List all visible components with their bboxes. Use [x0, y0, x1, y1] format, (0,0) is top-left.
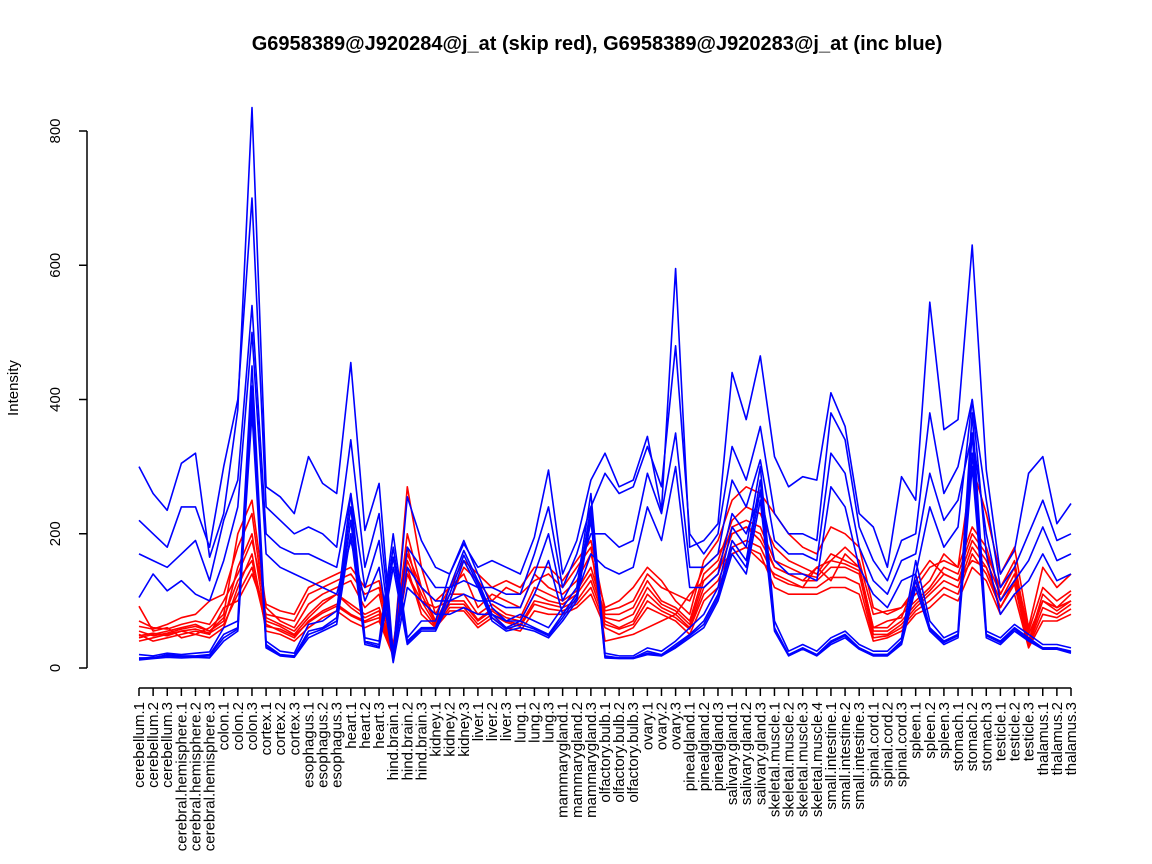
- x-tick-label: small.intestine.1: [823, 702, 840, 810]
- x-tick-label: cerebral.hemisphere.1: [173, 702, 190, 851]
- x-tick-label: cerebellum.1: [131, 702, 148, 788]
- x-tick-label: kidney.1: [428, 702, 445, 757]
- series-line-6: [138, 519, 1072, 655]
- x-tick-label: thalamus.2: [1049, 702, 1066, 775]
- x-tick-label: pinealgland.3: [710, 702, 727, 791]
- x-tick-label: ovary.1: [639, 702, 656, 750]
- x-tick-label: mammarygland.1: [555, 702, 572, 818]
- x-tick-label: spinal.cord.2: [879, 702, 896, 787]
- x-tick-label: liver.1: [470, 702, 487, 741]
- x-tick-label: lung.2: [526, 702, 543, 743]
- x-tick-label: stomach.3: [978, 702, 995, 771]
- x-tick-label: spinal.cord.1: [865, 702, 882, 787]
- x-tick-label: hind.brain.2: [399, 702, 416, 780]
- x-tick-label: stomach.1: [950, 702, 967, 771]
- x-tick-label: heart.2: [357, 702, 374, 749]
- y-axis-label: Intensity: [5, 360, 22, 416]
- x-tick-label: stomach.2: [964, 702, 981, 771]
- x-tick-label: pinealgland.2: [696, 702, 713, 791]
- y-tick-label: 0: [47, 664, 64, 672]
- series-line-8: [138, 539, 1072, 656]
- x-tick-label: mammarygland.2: [569, 702, 586, 818]
- x-tick-label: hind.brain.3: [413, 702, 430, 780]
- x-tick-label: thalamus.1: [1035, 702, 1052, 775]
- x-tick-label: olfactory.bulb.1: [597, 702, 614, 803]
- x-tick-label: heart.3: [371, 702, 388, 749]
- x-tick-label: spleen.2: [922, 702, 939, 759]
- x-tick-label: pinealgland.1: [682, 702, 699, 791]
- x-tick-label: cortex.2: [272, 702, 289, 755]
- x-tick-label: testicle.3: [1021, 702, 1038, 761]
- x-tick-label: heart.1: [343, 702, 360, 749]
- series-line-16: [138, 398, 1072, 660]
- x-tick-label: skeletal.muscle.4: [809, 702, 826, 817]
- x-tick-label: cerebellum.2: [145, 702, 162, 788]
- series-line-11: [138, 304, 1072, 663]
- series-lines: [138, 106, 1072, 664]
- x-tick-label: cerebral.hemisphere.2: [187, 702, 204, 851]
- x-tick-label: esophagus.3: [329, 702, 346, 788]
- y-tick-label: 200: [47, 521, 64, 546]
- x-tick-label: colon.2: [230, 702, 247, 750]
- x-tick-label: olfactory.bulb.3: [625, 702, 642, 803]
- x-tick-label: cortex.3: [286, 702, 303, 755]
- x-tick-label: colon.1: [216, 702, 233, 750]
- x-tick-label: liver.2: [484, 702, 501, 741]
- series-line-9: [138, 106, 1072, 656]
- x-tick-label: spleen.1: [908, 702, 925, 759]
- chart-title: G6958389@J920284@j_at (skip red), G69583…: [252, 33, 943, 55]
- y-tick-label: 400: [47, 387, 64, 412]
- y-tick-label: 800: [47, 118, 64, 143]
- x-tick-label: skeletal.muscle.3: [795, 702, 812, 817]
- x-tick-label: esophagus.1: [300, 702, 317, 788]
- x-tick-label: hind.brain.1: [385, 702, 402, 780]
- x-tick-label: testicle.1: [992, 702, 1009, 761]
- y-tick-label: 600: [47, 253, 64, 278]
- x-tick-label: cerebellum.3: [159, 702, 176, 788]
- x-tick-label: lung.1: [512, 702, 529, 743]
- x-tick-label: lung.3: [541, 702, 558, 743]
- x-tick-label: liver.3: [498, 702, 515, 741]
- x-tick-label: small.intestine.2: [837, 702, 854, 810]
- series-line-2: [138, 506, 1072, 653]
- x-tick-label: cortex.1: [258, 702, 275, 755]
- x-tick-label: thalamus.3: [1063, 702, 1080, 775]
- x-tick-label: salivary.gland.3: [752, 702, 769, 805]
- x-axis: cerebellum.1cerebellum.2cerebellum.3cere…: [131, 687, 1080, 851]
- x-tick-label: salivary.gland.2: [738, 702, 755, 805]
- x-tick-label: small.intestine.3: [851, 702, 868, 810]
- x-tick-label: kidney.3: [456, 702, 473, 757]
- x-tick-label: testicle.2: [1007, 702, 1024, 761]
- x-tick-label: cerebral.hemisphere.3: [202, 702, 219, 851]
- x-tick-label: spleen.3: [936, 702, 953, 759]
- x-tick-label: skeletal.muscle.2: [781, 702, 798, 817]
- x-tick-label: salivary.gland.1: [724, 702, 741, 805]
- y-axis: 0 200 400 600 800: [47, 118, 88, 672]
- series-line-3: [138, 526, 1072, 656]
- x-tick-label: skeletal.muscle.1: [766, 702, 783, 817]
- x-tick-label: ovary.2: [653, 702, 670, 750]
- x-tick-label: spinal.cord.3: [894, 702, 911, 787]
- x-tick-label: mammarygland.3: [583, 702, 600, 818]
- series-line-4: [138, 546, 1072, 657]
- x-tick-label: olfactory.bulb.2: [611, 702, 628, 803]
- x-tick-label: kidney.2: [442, 702, 459, 757]
- x-tick-label: esophagus.2: [315, 702, 332, 788]
- x-tick-label: ovary.3: [668, 702, 685, 750]
- x-tick-label: colon.3: [244, 702, 261, 750]
- series-line-10: [138, 197, 1072, 659]
